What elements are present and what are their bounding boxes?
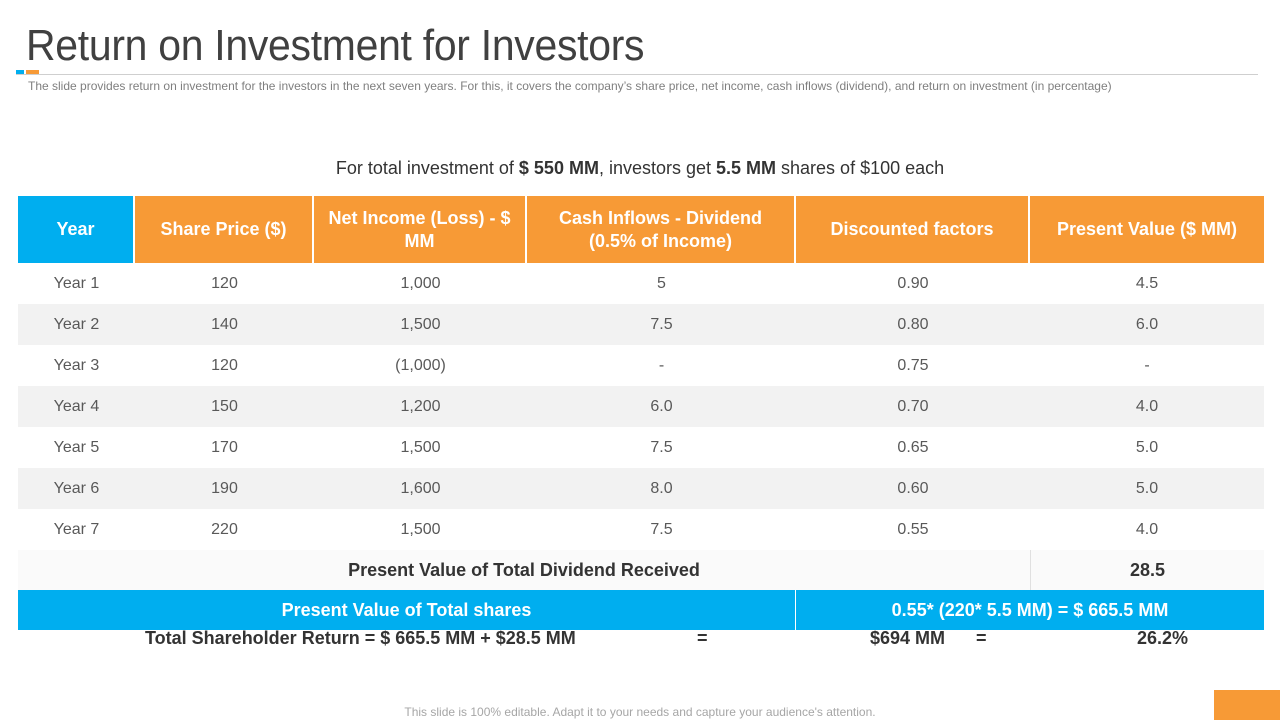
header-present-value: Present Value ($ MM) [1030, 196, 1264, 263]
cell-present-value: - [1144, 356, 1150, 374]
title-accent-orange [26, 70, 39, 74]
table-header-row: Year Share Price ($) Net Income (Loss) -… [18, 196, 1264, 263]
cell-cash-inflows: 5 [657, 274, 666, 292]
cell-share-price: 190 [135, 468, 314, 509]
cell-net-income: (1,000) [395, 356, 446, 374]
headline-suffix: shares of $100 each [776, 158, 945, 178]
cell-net-income: 1,000 [400, 274, 441, 292]
total-return-label: Total Shareholder Return = $ 665.5 MM + … [145, 628, 576, 648]
cell-discounted-factor: 0.55 [897, 520, 929, 538]
cell-present-value: 4.0 [1030, 386, 1264, 427]
cell-share-price: 120 [211, 356, 238, 374]
footer-note: This slide is 100% editable. Adapt it to… [404, 705, 876, 719]
total-return-equals-1: = [697, 628, 708, 648]
header-discounted-factors: Discounted factors [796, 196, 1030, 263]
slide-title: Return on Investment for Investors [26, 21, 645, 70]
pv-dividend-label: Present Value of Total Dividend Received [18, 550, 1030, 590]
cell-year: Year 6 [18, 468, 135, 509]
table-row: Year 2 140 1,500 7.5 0.80 6.0 [18, 304, 1264, 345]
title-divider [16, 74, 1258, 75]
cell-year: Year 5 [53, 438, 100, 456]
cell-year: Year 4 [18, 386, 135, 427]
headline-shares: 5.5 MM [716, 158, 777, 178]
cell-cash-inflows: - [658, 356, 665, 374]
cell-discounted-factor: 0.60 [796, 468, 1030, 509]
cell-present-value: 4.5 [1135, 274, 1159, 292]
roi-table: Year Share Price ($) Net Income (Loss) -… [18, 196, 1264, 630]
pv-shares-value: 0.55* (220* 5.5 MM) = $ 665.5 MM [796, 590, 1264, 630]
total-return-equals-2: = [976, 628, 987, 648]
cell-discounted-factor: 0.75 [897, 356, 929, 374]
corner-accent [1214, 690, 1280, 720]
pv-shares-row: Present Value of Total shares 0.55* (220… [18, 590, 1264, 630]
cell-present-value: 6.0 [1030, 304, 1264, 345]
table-row: Year 5 170 1,500 7.5 0.65 5.0 [18, 427, 1264, 468]
cell-discounted-factor: 0.65 [897, 438, 929, 456]
investment-headline: For total investment of $ 550 MM, invest… [0, 158, 1280, 179]
pv-dividend-value: 28.5 [1030, 550, 1264, 590]
pv-dividend-row: Present Value of Total Dividend Received… [18, 550, 1264, 590]
cell-discounted-factor: 0.90 [897, 274, 929, 292]
headline-investment: $ 550 MM [518, 158, 599, 178]
cell-share-price: 170 [211, 438, 238, 456]
cell-net-income: 1,500 [314, 304, 527, 345]
cell-year: Year 2 [18, 304, 135, 345]
cell-net-income: 1,200 [314, 386, 527, 427]
cell-cash-inflows: 6.0 [527, 386, 796, 427]
cell-present-value: 5.0 [1030, 468, 1264, 509]
pv-shares-label: Present Value of Total shares [18, 590, 796, 630]
header-cash-inflows: Cash Inflows - Dividend (0.5% of Income) [527, 196, 796, 263]
cell-year: Year 3 [53, 356, 100, 374]
cell-discounted-factor: 0.80 [796, 304, 1030, 345]
table-row: Year 7 220 1,500 7.5 0.55 4.0 [18, 509, 1264, 550]
cell-share-price: 220 [211, 520, 238, 538]
total-return-amount: $694 MM [870, 628, 946, 648]
cell-cash-inflows: 7.5 [527, 304, 796, 345]
cell-year: Year 1 [53, 274, 100, 292]
cell-discounted-factor: 0.70 [796, 386, 1030, 427]
cell-year: Year 7 [53, 520, 100, 538]
slide-subtitle: The slide provides return on investment … [28, 79, 1112, 93]
headline-middle: , investors get [598, 158, 717, 178]
table-row: Year 3 120 (1,000) - 0.75 - [18, 345, 1264, 386]
cell-cash-inflows: 7.5 [650, 520, 673, 538]
cell-net-income: 1,500 [400, 520, 441, 538]
cell-net-income: 1,500 [400, 438, 441, 456]
header-net-income: Net Income (Loss) - $ MM [314, 196, 527, 263]
header-year: Year [18, 196, 135, 263]
header-share-price: Share Price ($) [135, 196, 314, 263]
table-row: Year 4 150 1,200 6.0 0.70 4.0 [18, 386, 1264, 427]
headline-prefix: For total investment of [335, 158, 519, 178]
cell-share-price: 150 [135, 386, 314, 427]
cell-cash-inflows: 8.0 [527, 468, 796, 509]
table-row: Year 6 190 1,600 8.0 0.60 5.0 [18, 468, 1264, 509]
cell-share-price: 140 [135, 304, 314, 345]
total-return-percent: 26.2% [1137, 628, 1189, 648]
table-row: Year 1 120 1,000 5 0.90 4.5 [18, 263, 1264, 304]
cell-net-income: 1,600 [314, 468, 527, 509]
cell-share-price: 120 [211, 274, 238, 292]
cell-cash-inflows: 7.5 [650, 438, 673, 456]
cell-present-value: 5.0 [1135, 438, 1159, 456]
title-accent-blue [16, 70, 24, 74]
cell-present-value: 4.0 [1135, 520, 1159, 538]
